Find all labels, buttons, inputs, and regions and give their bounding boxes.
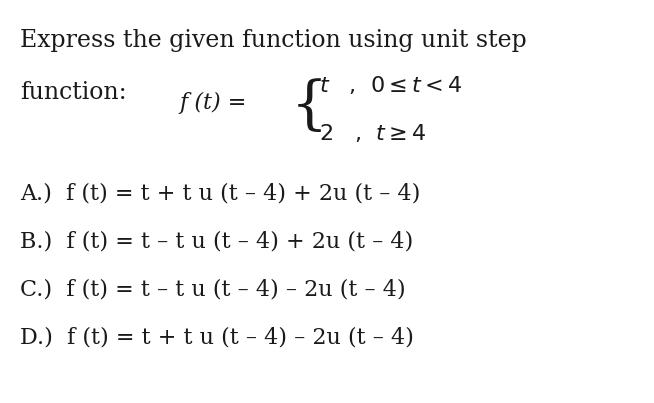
- Text: C.)  f (t) = t – t u (t – 4) – 2u (t – 4): C.) f (t) = t – t u (t – 4) – 2u (t – 4): [20, 278, 406, 301]
- Text: {: {: [291, 79, 328, 135]
- Text: A.)  f (t) = t + t u (t – 4) + 2u (t – 4): A.) f (t) = t + t u (t – 4) + 2u (t – 4): [20, 183, 421, 204]
- Text: $2$   ,  $t \geq 4$: $2$ , $t \geq 4$: [319, 122, 427, 143]
- Text: Express the given function using unit step: Express the given function using unit st…: [20, 29, 527, 52]
- Text: $t$   ,  $0 \leq t < 4$: $t$ , $0 \leq t < 4$: [319, 75, 463, 96]
- Text: function:: function:: [20, 81, 127, 104]
- Text: f (t) =: f (t) =: [179, 92, 247, 114]
- Text: B.)  f (t) = t – t u (t – 4) + 2u (t – 4): B.) f (t) = t – t u (t – 4) + 2u (t – 4): [20, 231, 414, 253]
- Text: D.)  f (t) = t + t u (t – 4) – 2u (t – 4): D.) f (t) = t + t u (t – 4) – 2u (t – 4): [20, 326, 415, 349]
